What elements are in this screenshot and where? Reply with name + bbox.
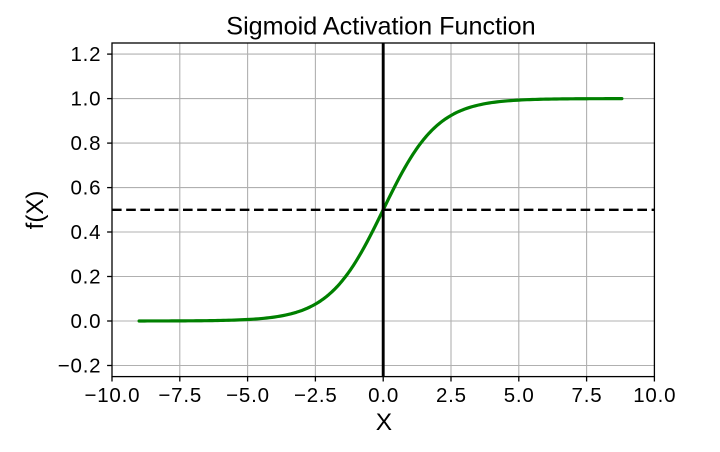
svg-text:1.0: 1.0 bbox=[70, 88, 101, 111]
svg-text:−5.0: −5.0 bbox=[226, 384, 270, 407]
svg-text:X: X bbox=[376, 409, 392, 436]
svg-text:2.5: 2.5 bbox=[436, 384, 467, 407]
svg-text:0.0: 0.0 bbox=[70, 310, 101, 333]
svg-text:−0.2: −0.2 bbox=[58, 355, 102, 378]
svg-text:0.4: 0.4 bbox=[70, 221, 101, 244]
svg-text:7.5: 7.5 bbox=[572, 384, 603, 407]
svg-text:f(X): f(X) bbox=[22, 191, 49, 230]
svg-text:Sigmoid Activation Function: Sigmoid Activation Function bbox=[226, 13, 535, 41]
svg-text:−7.5: −7.5 bbox=[158, 384, 202, 407]
svg-text:0.8: 0.8 bbox=[70, 132, 101, 155]
svg-text:0.2: 0.2 bbox=[70, 266, 101, 289]
svg-text:5.0: 5.0 bbox=[504, 384, 535, 407]
svg-text:−10.0: −10.0 bbox=[84, 384, 140, 407]
svg-text:−2.5: −2.5 bbox=[294, 384, 338, 407]
svg-text:0.0: 0.0 bbox=[368, 384, 399, 407]
svg-text:1.2: 1.2 bbox=[70, 43, 101, 66]
svg-text:0.6: 0.6 bbox=[70, 177, 101, 200]
svg-text:10.0: 10.0 bbox=[633, 384, 676, 407]
